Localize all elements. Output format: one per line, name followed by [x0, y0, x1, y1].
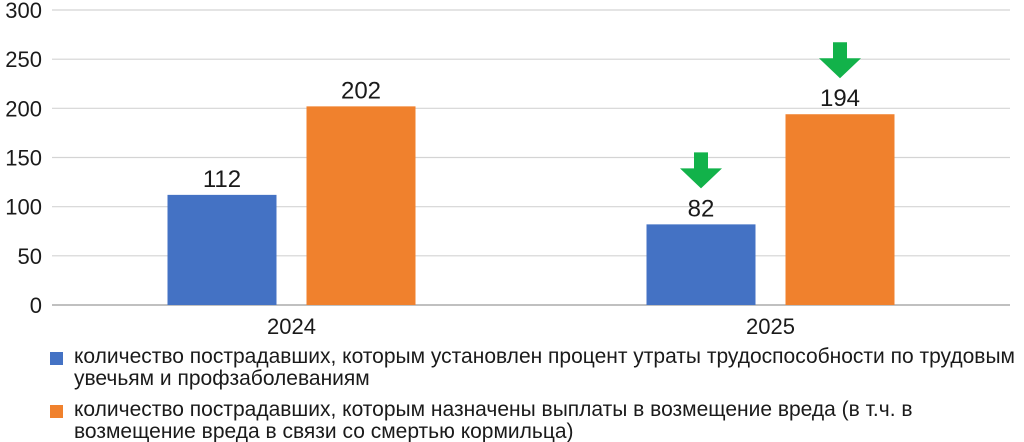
down-arrow-icon [680, 152, 722, 189]
data-label: 112 [203, 166, 241, 193]
legend-label-series-1: количество пострадавших, которым установ… [74, 345, 1015, 390]
annotations [680, 42, 861, 189]
x-tick-label: 2024 [267, 314, 316, 339]
y-tick-label: 200 [5, 96, 42, 121]
legend-swatch-orange [50, 405, 63, 418]
legend-entry-series-1: количество пострадавших, которым установ… [44, 346, 1019, 390]
x-axis: 2024 2025 [267, 314, 795, 339]
y-tick-label: 250 [5, 47, 42, 72]
bar-2024-series-1 [167, 194, 277, 305]
legend-swatch-blue [50, 352, 63, 365]
data-label: 194 [820, 85, 860, 112]
bar-2024-series-2 [306, 106, 416, 305]
data-label: 202 [341, 77, 381, 104]
bar-2025-series-2 [785, 114, 895, 305]
data-labels: 112 202 82 194 [203, 77, 860, 222]
x-tick-label: 2025 [746, 314, 795, 339]
bar-chart: 0 50 100 150 200 250 300 112 202 82 194 2024 2025 [5, 0, 1010, 339]
bars [167, 106, 895, 305]
y-axis: 0 50 100 150 200 250 300 [5, 0, 42, 318]
legend-label-series-2: количество пострадавших, которым назначе… [74, 398, 913, 442]
y-tick-label: 150 [5, 146, 42, 171]
bar-2025-series-1 [646, 224, 756, 305]
y-tick-label: 50 [18, 244, 42, 269]
legend-entry-series-2: количество пострадавших, которым назначе… [44, 399, 1019, 442]
y-tick-label: 100 [5, 195, 42, 220]
legend: количество пострадавших, которым установ… [44, 346, 1019, 442]
y-tick-label: 300 [5, 0, 42, 23]
data-label: 82 [688, 195, 715, 222]
y-tick-label: 0 [30, 293, 42, 318]
down-arrow-icon [819, 42, 861, 79]
